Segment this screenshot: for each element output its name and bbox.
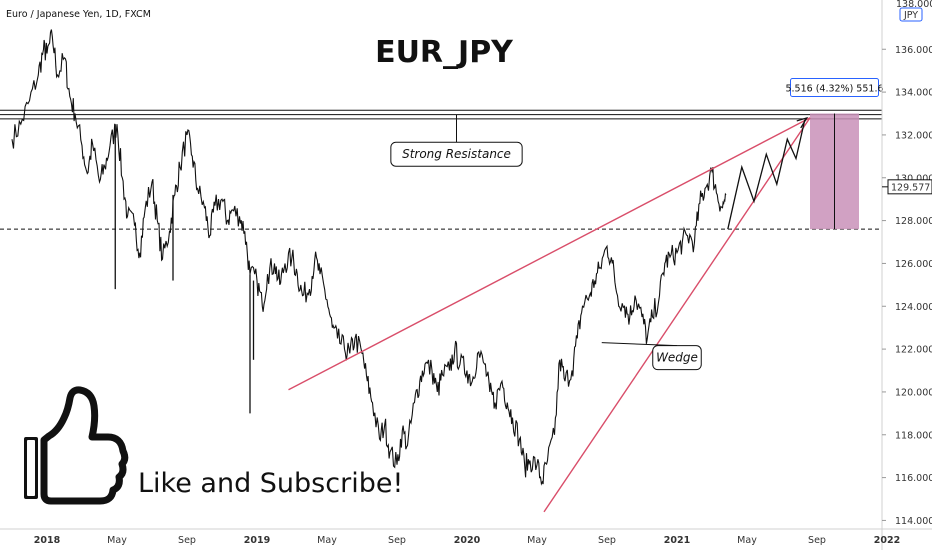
x-tick-label: 2019 — [244, 535, 270, 546]
chart-title: EUR_JPY — [375, 35, 514, 70]
y-tick-label: 122.000 — [895, 345, 932, 356]
x-tick-label: Sep — [178, 535, 196, 546]
wedge-lines — [288, 117, 811, 513]
projection-arrowhead — [796, 116, 809, 129]
y-tick-label: 114.000 — [895, 516, 932, 527]
x-tick-label: May — [737, 535, 757, 546]
y-tick-label: 116.000 — [895, 473, 932, 484]
current-price-label: 129.577 — [891, 182, 930, 193]
y-tick-label: 128.000 — [895, 216, 932, 227]
currency-badge[interactable]: JPY — [899, 7, 923, 22]
price-line — [11, 29, 727, 486]
price-series — [11, 29, 727, 486]
x-tick-label: 2022 — [874, 535, 900, 546]
price-scale-top-label: 138.000 — [896, 0, 932, 10]
x-tick-label: May — [317, 535, 337, 546]
y-tick-label: 126.000 — [895, 259, 932, 270]
wedge-lower-line — [543, 117, 811, 513]
price-axis[interactable]: 114.000 116.000 118.000 120.000 122.000 124.0… — [881, 0, 932, 550]
current-price-tag: 129.577 — [882, 179, 932, 195]
annotations: Strong Resistance Wedge — [390, 114, 702, 371]
chart-legend: Euro / Japanese Yen, 1D, FXCM — [6, 9, 151, 20]
projection: 5.516 (4.32%) 551.6 — [727, 78, 884, 230]
projection-path — [727, 119, 806, 230]
annotation-box — [390, 141, 523, 167]
x-tick-label: May — [107, 535, 127, 546]
x-tick-label: Sep — [598, 535, 616, 546]
x-tick-label: 2021 — [664, 535, 690, 546]
annotation-text: Wedge — [656, 351, 698, 365]
y-tick-label: 130.000 — [895, 173, 932, 184]
x-tick-label: 2018 — [34, 535, 61, 546]
thumbs-up-icon — [24, 386, 129, 505]
y-tick-label: 120.000 — [895, 387, 932, 398]
cta-text: Like and Subscribe! — [138, 468, 403, 499]
y-tick-label: 124.000 — [895, 302, 932, 313]
annotation-text: Strong Resistance — [402, 147, 511, 161]
x-tick-label: May — [527, 535, 547, 546]
x-tick-label: Sep — [808, 535, 826, 546]
horizontal-levels — [0, 109, 882, 230]
y-tick-label: 132.000 — [895, 130, 932, 141]
currency-label: JPY — [903, 10, 918, 21]
x-tick-label: Sep — [388, 535, 406, 546]
x-tick-label: 2020 — [454, 535, 481, 546]
measure-label-box — [790, 78, 879, 98]
y-tick-label: 136.000 — [895, 45, 932, 56]
y-tick-label: 134.000 — [895, 88, 932, 99]
measure-label: 5.516 (4.32%) 551.6 — [785, 84, 883, 95]
annotation-box — [652, 345, 702, 371]
y-tick-label: 118.000 — [895, 430, 932, 441]
time-axis[interactable]: 2018 May Sep 2019 May Sep 2020 May Sep 2021 May Sep… — [0, 528, 932, 546]
wedge-upper-line — [288, 117, 811, 391]
